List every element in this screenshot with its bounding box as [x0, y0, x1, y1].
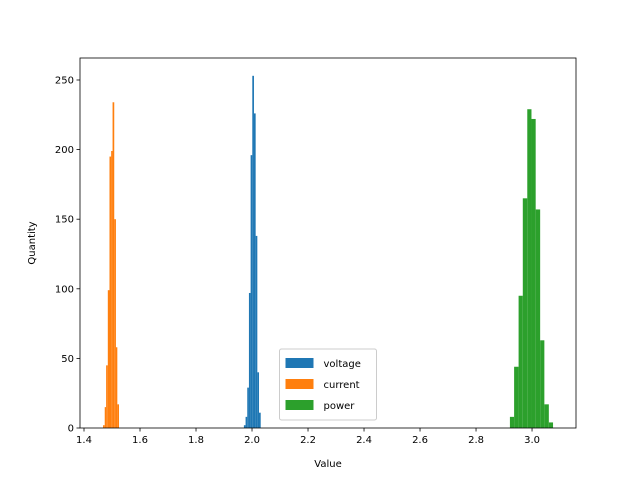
x-tick-label: 1.6: [132, 435, 148, 446]
y-axis-label: Quantity: [27, 221, 38, 264]
bar: [540, 340, 545, 428]
y-tick-label: 100: [55, 284, 74, 295]
x-axis-label: Value: [314, 459, 341, 470]
bar: [111, 150, 113, 428]
bar: [107, 290, 110, 428]
x-tick-label: 2.2: [300, 435, 316, 446]
bar: [544, 404, 549, 428]
axes-frame: [79, 57, 577, 429]
y-tick-label: 250: [55, 75, 74, 86]
x-tick-label: 2.6: [412, 435, 428, 446]
y-tick-label: 0: [68, 424, 74, 435]
bar: [518, 295, 523, 428]
y-tick-label: 150: [55, 215, 74, 226]
bar: [527, 109, 532, 428]
legend-label: voltage: [324, 359, 361, 370]
bar: [255, 235, 258, 428]
legend-label: power: [324, 401, 356, 412]
bar: [509, 416, 515, 428]
x-tick-label: 1.8: [188, 435, 204, 446]
bar: [252, 75, 254, 429]
bar: [103, 425, 105, 428]
bar: [114, 219, 116, 428]
bar: [115, 347, 118, 428]
bar: [245, 416, 248, 428]
legend-label: current: [324, 380, 360, 391]
bar: [104, 407, 107, 428]
bar: [259, 412, 261, 428]
bar: [535, 209, 541, 428]
bar: [548, 422, 554, 428]
x-tick-label: 2.4: [356, 435, 372, 446]
x-tick-label: 1.4: [76, 435, 92, 446]
bar: [522, 198, 528, 428]
y-tick-label: 200: [55, 145, 74, 156]
bar: [257, 372, 260, 428]
legend-swatch: [285, 358, 314, 368]
y-tick-label: 50: [61, 354, 74, 365]
x-tick-label: 2.0: [244, 435, 260, 446]
bar: [253, 113, 256, 428]
bar: [514, 366, 519, 428]
bar: [109, 156, 112, 428]
bar: [531, 118, 536, 429]
x-tick-label: 2.8: [468, 435, 484, 446]
bar: [243, 425, 246, 428]
legend: voltage current power: [279, 348, 377, 421]
bar: [248, 292, 251, 428]
bar: [247, 387, 249, 428]
bar: [117, 404, 120, 428]
bar: [112, 102, 115, 429]
legend-swatch: [285, 379, 314, 389]
legend-swatch: [285, 400, 314, 410]
x-tick-label: 3.0: [524, 435, 540, 446]
bar: [106, 365, 108, 428]
bar: [250, 155, 253, 429]
